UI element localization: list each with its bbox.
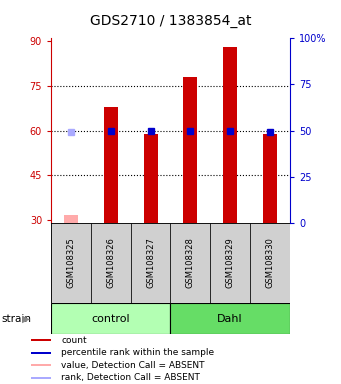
Bar — [170, 303, 290, 334]
Text: GSM108325: GSM108325 — [66, 238, 76, 288]
Bar — [263, 134, 277, 223]
Text: value, Detection Call = ABSENT: value, Detection Call = ABSENT — [61, 361, 205, 370]
Bar — [183, 77, 197, 223]
Bar — [170, 223, 210, 303]
Text: GDS2710 / 1383854_at: GDS2710 / 1383854_at — [90, 14, 251, 28]
Text: GSM108327: GSM108327 — [146, 238, 155, 288]
Text: GSM108326: GSM108326 — [106, 238, 115, 288]
Text: control: control — [91, 314, 130, 324]
Bar — [31, 364, 51, 366]
Bar — [104, 107, 118, 223]
Bar — [51, 303, 170, 334]
Text: Dahl: Dahl — [217, 314, 243, 324]
Text: rank, Detection Call = ABSENT: rank, Detection Call = ABSENT — [61, 373, 200, 382]
Bar — [64, 215, 78, 223]
Bar — [210, 223, 250, 303]
Text: ▶: ▶ — [22, 314, 30, 324]
Text: GSM108330: GSM108330 — [265, 238, 275, 288]
Text: GSM108328: GSM108328 — [186, 238, 195, 288]
Bar — [31, 377, 51, 379]
Bar — [31, 352, 51, 354]
Text: strain: strain — [2, 314, 32, 324]
Bar — [31, 339, 51, 341]
Bar — [91, 223, 131, 303]
Bar — [131, 223, 170, 303]
Bar — [144, 134, 158, 223]
Bar — [223, 47, 237, 223]
Bar — [51, 223, 91, 303]
Text: GSM108329: GSM108329 — [226, 238, 235, 288]
Text: count: count — [61, 336, 87, 345]
Text: percentile rank within the sample: percentile rank within the sample — [61, 348, 214, 357]
Bar — [250, 223, 290, 303]
